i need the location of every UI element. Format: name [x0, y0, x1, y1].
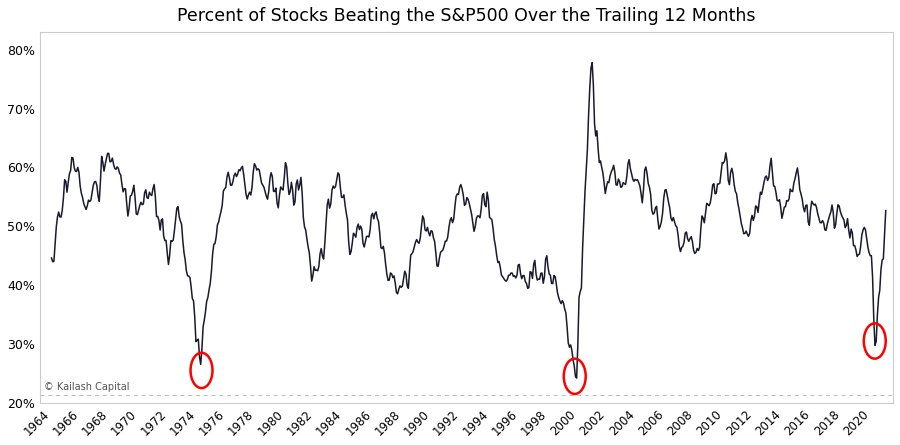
Title: Percent of Stocks Beating the S&P500 Over the Trailing 12 Months: Percent of Stocks Beating the S&P500 Ove… [177, 7, 756, 25]
Text: © Kailash Capital: © Kailash Capital [44, 382, 130, 392]
